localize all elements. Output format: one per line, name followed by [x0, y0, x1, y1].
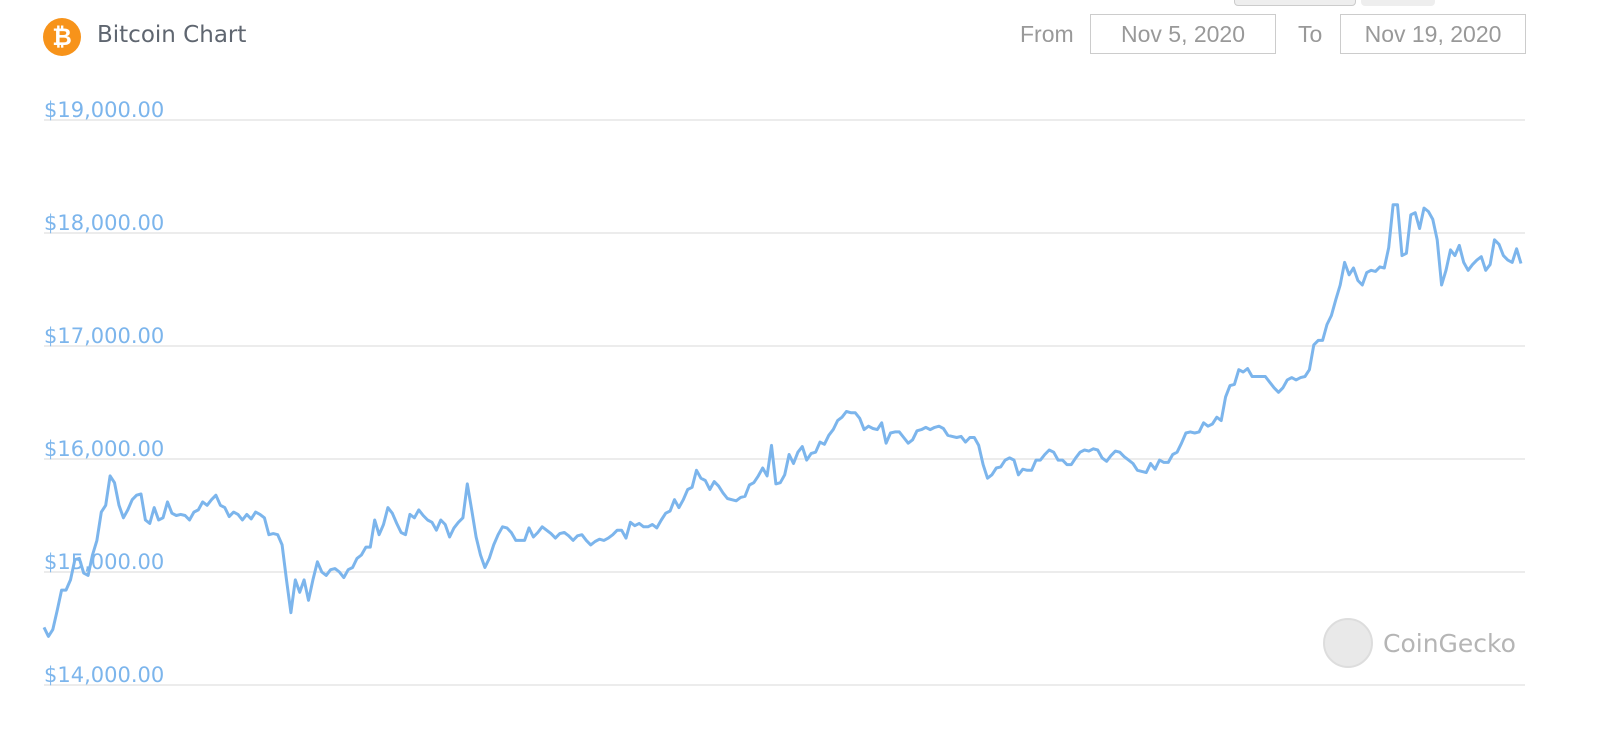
y-tick-label: $19,000.00 [44, 98, 164, 122]
y-tick-label: $14,000.00 [44, 663, 164, 687]
gecko-logo-icon [1323, 618, 1373, 668]
coingecko-watermark: CoinGecko [1323, 618, 1516, 668]
y-tick-label: $17,000.00 [44, 324, 164, 348]
to-label: To [1298, 21, 1323, 47]
bitcoin-icon: ₿ [43, 18, 81, 56]
toolbar-tab-stub[interactable] [1234, 0, 1356, 6]
chart-title: Bitcoin Chart [97, 22, 247, 48]
to-date-input[interactable]: Nov 19, 2020 [1340, 14, 1526, 54]
from-label: From [1020, 21, 1074, 47]
from-date-input[interactable]: Nov 5, 2020 [1090, 14, 1276, 54]
y-tick-label: $18,000.00 [44, 211, 164, 235]
toolbar-tab-stub[interactable] [1361, 0, 1435, 6]
y-tick-label: $15,000.00 [44, 550, 164, 574]
watermark-text: CoinGecko [1383, 628, 1516, 658]
y-tick-label: $16,000.00 [44, 437, 164, 461]
price-line[interactable] [42, 203, 1523, 638]
